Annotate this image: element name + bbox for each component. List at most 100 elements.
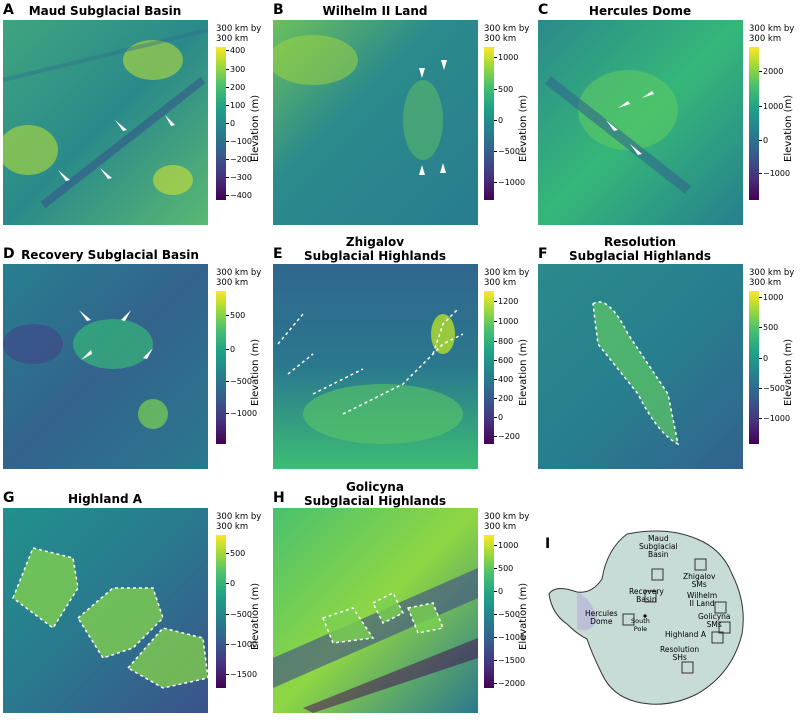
- panel-letter: C: [538, 2, 549, 18]
- panel-title: Wilhelm II Land: [322, 4, 428, 18]
- colorbar-tick: 1000: [493, 53, 519, 62]
- panel-c: C Hercules Dome 300 km by 300 km Elevati…: [535, 0, 800, 240]
- colorbar-scale-note: 300 km by 300 km: [216, 24, 262, 44]
- colorbar-tick: 0: [493, 413, 504, 422]
- panel-title: Hercules Dome: [588, 4, 692, 18]
- colorbar-tick: −500: [494, 147, 520, 156]
- panel-b: B Wilhelm II Land 300 km by 300 km Eleva…: [270, 0, 535, 240]
- colorbar: [484, 535, 494, 688]
- colorbar-tick: −1000: [225, 640, 258, 649]
- colorbar-tick: −1000: [758, 169, 791, 178]
- colorbar-tick: 1000: [493, 541, 519, 550]
- colorbar-scale-note: 300 km by 300 km: [484, 24, 530, 44]
- elevation-map: [538, 264, 743, 469]
- colorbar-tick: −1000: [493, 178, 526, 187]
- colorbar: [216, 535, 226, 688]
- colorbar-tick: 1000: [758, 102, 784, 111]
- colorbar-tick: −1000: [493, 633, 526, 642]
- colorbar: [216, 47, 226, 200]
- elevation-map: [3, 264, 208, 469]
- colorbar-tick: 300: [225, 65, 246, 74]
- colorbar-scale-note: 300 km by 300 km: [484, 512, 530, 532]
- colorbar-tick: −500: [226, 610, 252, 619]
- colorbar-tick: 0: [758, 354, 769, 363]
- panel-letter: I: [545, 536, 551, 552]
- panel-letter: E: [273, 246, 283, 262]
- panel-title: Maud Subglacial Basin: [28, 4, 182, 18]
- colorbar-tick: 0: [225, 345, 236, 354]
- panel-letter: G: [3, 490, 15, 506]
- colorbar-tick: −500: [226, 377, 252, 386]
- colorbar-scale-note: 300 km by 300 km: [749, 268, 795, 288]
- panel-title: Recovery Subglacial Basin: [21, 248, 199, 262]
- colorbar-tick: 0: [225, 579, 236, 588]
- inset-label-zhigalov: Zhigalov SMs: [683, 572, 716, 589]
- panel-letter: B: [273, 2, 284, 18]
- colorbar-tick: −2000: [493, 679, 526, 688]
- elevation-map: [273, 264, 478, 469]
- inset-label-maud: Maud Subglacial Basin: [639, 534, 678, 559]
- colorbar: [484, 47, 494, 200]
- inset-label-hercules: Hercules Dome: [585, 609, 618, 626]
- colorbar-tick: 2000: [758, 67, 784, 76]
- colorbar-tick: −1500: [493, 656, 526, 665]
- panel-title: Highland A: [67, 492, 143, 506]
- colorbar: [484, 291, 494, 444]
- colorbar: [216, 291, 226, 444]
- elevation-map: [3, 20, 208, 225]
- colorbar-unit: Elevation (m): [783, 94, 794, 162]
- panel-letter: F: [538, 246, 548, 262]
- colorbar-tick: 400: [493, 375, 514, 384]
- panel-d: D Recovery Subglacial Basin 300 km by 30…: [0, 240, 270, 480]
- inset-label-wilhelm: Wilhelm II Land: [687, 591, 718, 608]
- panel-a: A Maud Subglacial Basin 300 km by 300 km…: [0, 0, 270, 240]
- colorbar-tick: 1000: [758, 293, 784, 302]
- panel-g: G Highland A 300 km by 300 km Elevation …: [0, 480, 270, 722]
- elevation-map: [3, 508, 208, 713]
- colorbar-tick: 500: [225, 311, 246, 320]
- colorbar-tick: 500: [225, 549, 246, 558]
- colorbar-tick: 800: [493, 337, 514, 346]
- colorbar-tick: 200: [493, 394, 514, 403]
- colorbar-unit: Elevation (m): [783, 338, 794, 406]
- colorbar-tick: −200: [226, 155, 252, 164]
- colorbar: [749, 47, 759, 200]
- elevation-map: [273, 20, 478, 225]
- colorbar-scale-note: 300 km by 300 km: [484, 268, 530, 288]
- colorbar-tick: −400: [226, 191, 252, 200]
- inset-label-resolution: Resolution SHs: [660, 645, 700, 662]
- colorbar-tick: −100: [226, 137, 252, 146]
- colorbar-tick: 1200: [493, 297, 519, 306]
- colorbar-tick: −1500: [225, 670, 258, 679]
- colorbar-tick: 0: [225, 119, 236, 128]
- antarctica-map: [548, 530, 744, 705]
- colorbar-scale-note: 300 km by 300 km: [216, 268, 262, 288]
- colorbar-tick: 0: [493, 116, 504, 125]
- elevation-map: [273, 508, 478, 713]
- inset-label-south-pole: South Pole: [631, 617, 650, 633]
- colorbar-tick: 400: [225, 46, 246, 55]
- colorbar-tick: 500: [493, 85, 514, 94]
- colorbar-tick: 100: [225, 101, 246, 110]
- colorbar-tick: 500: [493, 564, 514, 573]
- panel-h: H Golicyna Subglacial Highlands 300 km b…: [270, 480, 535, 722]
- panel-letter: H: [273, 490, 285, 506]
- inset-label-golicyna: Golicyna SMs: [698, 612, 731, 629]
- colorbar-tick: −300: [226, 173, 252, 182]
- colorbar-tick: −200: [494, 432, 520, 441]
- colorbar-tick: −500: [759, 384, 785, 393]
- panel-letter: A: [3, 2, 14, 18]
- colorbar-unit: Elevation (m): [250, 338, 261, 406]
- colorbar-tick: 600: [493, 356, 514, 365]
- panel-title: Zhigalov Subglacial Highlands: [304, 235, 446, 263]
- elevation-map: [538, 20, 743, 225]
- colorbar-tick: 1000: [493, 317, 519, 326]
- panel-title: Golicyna Subglacial Highlands: [304, 480, 446, 508]
- colorbar-tick: 500: [758, 323, 779, 332]
- panel-i-antarctica-inset: I Maud Subglacial Basin Zhigalov SMs Rec…: [535, 480, 800, 722]
- panel-f: F Resolution Subglacial Highlands 300 km…: [535, 235, 800, 480]
- colorbar: [749, 291, 759, 444]
- colorbar-tick: −1000: [758, 414, 791, 423]
- inset-label-highland-a: Highland A: [665, 630, 706, 639]
- colorbar-scale-note: 300 km by 300 km: [749, 24, 795, 44]
